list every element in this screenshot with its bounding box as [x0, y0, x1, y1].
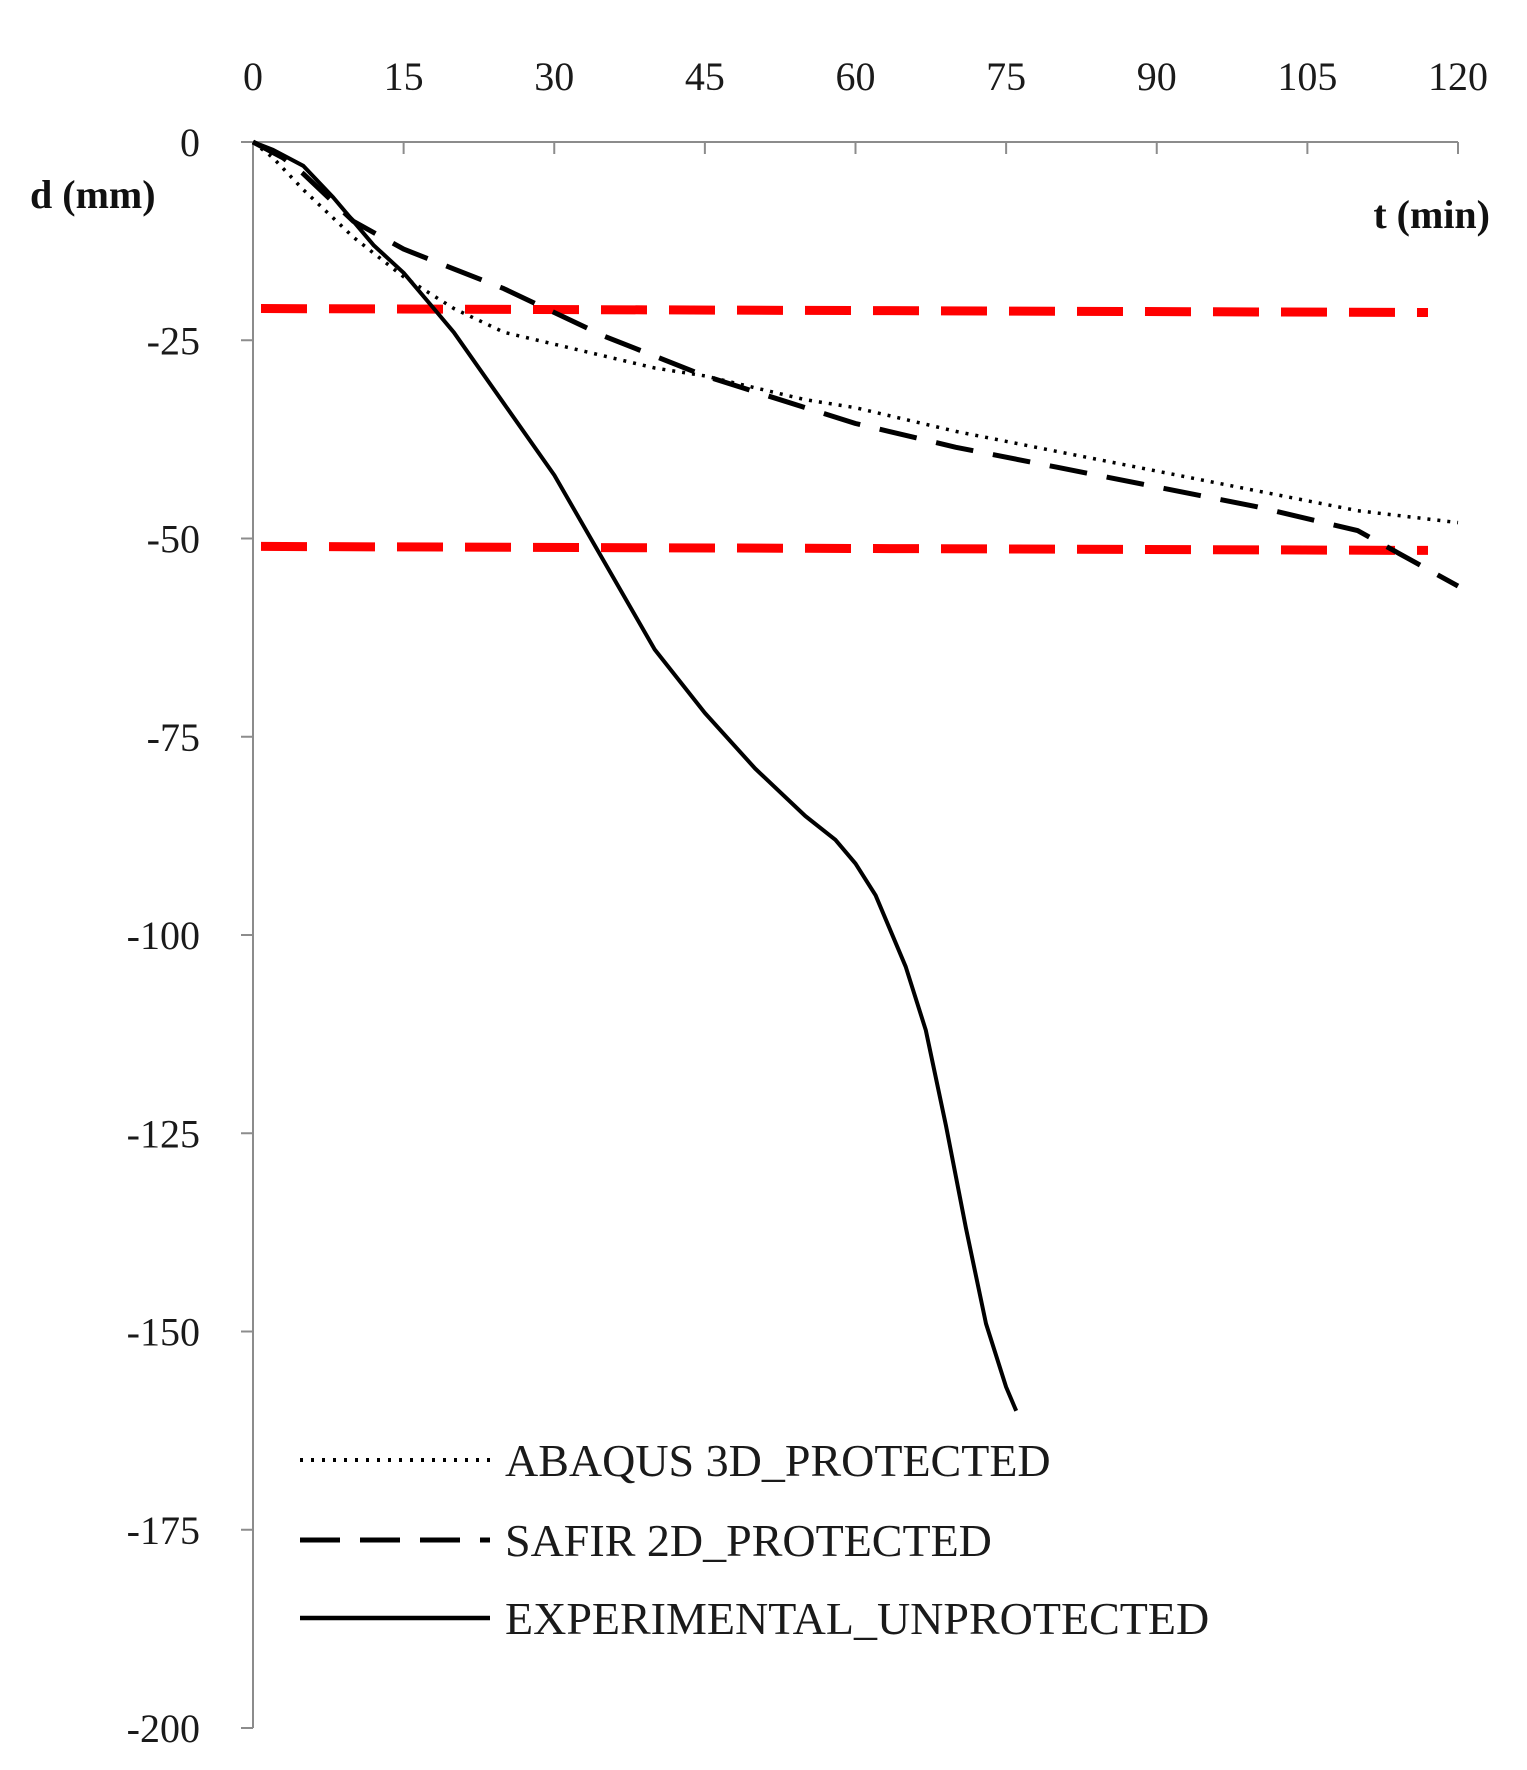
tick-labels: 0 15 30 45 60 75 90 105 120 0 -25 -50 -75 -100 -125 -15…	[127, 54, 1488, 1751]
y-tick-label: -25	[147, 318, 200, 363]
x-axis-label: t (min)	[1373, 192, 1490, 237]
y-tick-label: 0	[180, 120, 200, 165]
x-tick-label: 60	[836, 54, 876, 99]
x-tick-label: 90	[1137, 54, 1177, 99]
y-tick-label: -100	[127, 913, 200, 958]
y-tick-label: -50	[147, 517, 200, 562]
reference-lines	[260, 304, 1429, 555]
x-tick-label: 75	[986, 54, 1026, 99]
x-tick-label: 0	[243, 54, 263, 99]
y-tick-label: -125	[127, 1111, 200, 1156]
series-line-experimental-unprotected	[252, 140, 1019, 1412]
legend-label-safir: SAFIR 2D_PROTECTED	[505, 1515, 992, 1566]
axes	[241, 141, 1459, 1729]
reference-line-2	[260, 541, 1429, 555]
legend-label-abaqus: ABAQUS 3D_PROTECTED	[505, 1435, 1051, 1486]
y-tick-label: -175	[127, 1508, 200, 1553]
series-lines	[251, 139, 1460, 1412]
x-tick-label: 120	[1428, 54, 1488, 99]
x-tick-label: 45	[685, 54, 725, 99]
y-tick-label: -200	[127, 1706, 200, 1751]
x-tick-label: 15	[384, 54, 424, 99]
series-line-safir-2d-protected	[251, 139, 1460, 589]
x-tick-label: 105	[1277, 54, 1337, 99]
reference-line-1	[260, 304, 1429, 318]
y-axis-label: d (mm)	[30, 172, 156, 217]
legend: ABAQUS 3D_PROTECTED SAFIR 2D_PROTECTED E…	[300, 1435, 1209, 1644]
legend-label-experimental: EXPERIMENTAL_UNPROTECTED	[505, 1593, 1209, 1644]
y-tick-label: -75	[147, 715, 200, 760]
series-line-abaqus-3d-protected	[251, 140, 1459, 525]
x-tick-label: 30	[534, 54, 574, 99]
y-tick-label: -150	[127, 1310, 200, 1355]
